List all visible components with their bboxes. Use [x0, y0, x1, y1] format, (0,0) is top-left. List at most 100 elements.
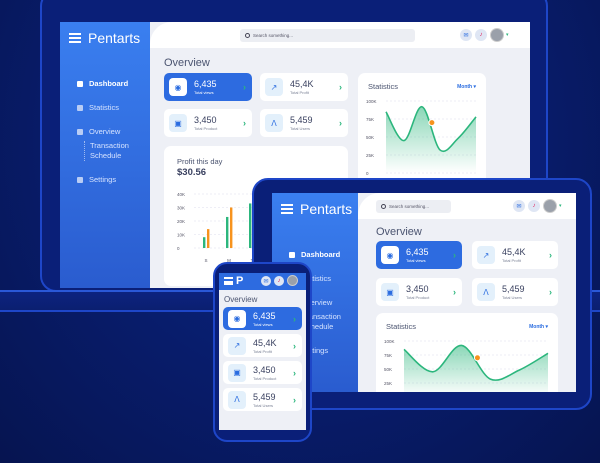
bell-icon[interactable]: ♪: [528, 200, 540, 212]
tablet-screen: Pentarts Dashboard Statistics Overview Setti…: [272, 193, 576, 392]
stat-card-total-users[interactable]: ⴷ 5,459 Total Users ›: [472, 278, 558, 306]
chevron-right-icon: ›: [293, 394, 296, 405]
stat-card-total-profit[interactable]: ↗ 45,4K Total Profit ›: [260, 73, 348, 101]
stat-label: Total Profit: [290, 90, 309, 95]
nav-label: Statistics: [89, 103, 120, 112]
sidebar-item-schedule[interactable]: Schedule: [90, 151, 122, 160]
stat-value: 6,435: [406, 247, 429, 257]
brand: Pentarts: [281, 201, 352, 217]
menu-icon[interactable]: [69, 33, 81, 43]
statistics-title: Statistics: [368, 82, 399, 91]
chevron-right-icon: ›: [243, 82, 246, 92]
avatar[interactable]: [490, 28, 504, 42]
brand: Pentarts: [69, 30, 140, 46]
stat-value: 45,4K: [290, 79, 314, 89]
statistics-title: Statistics: [386, 322, 417, 331]
sidebar-item-settings[interactable]: Settings: [77, 175, 116, 184]
search-icon: [381, 204, 386, 209]
y-tick-label: 40K: [177, 192, 185, 197]
stat-value: 5,459: [502, 284, 525, 294]
sidebar: Pentarts Dashboard Statistics Overview Setti…: [60, 22, 150, 288]
stat-card-total-product[interactable]: ▣ 3,450 Total Product ›: [223, 361, 302, 384]
stat-value: 3,450: [253, 364, 276, 375]
menu-icon[interactable]: [281, 204, 293, 214]
nav-label: Settings: [301, 346, 329, 355]
chevron-right-icon: ›: [293, 367, 296, 378]
chevron-right-icon: ›: [549, 250, 552, 260]
stat-label: Total Profit: [253, 348, 272, 354]
chat-icon[interactable]: ✉: [261, 276, 271, 286]
sidebar-item-schedule[interactable]: Schedule: [302, 322, 334, 331]
highlight-point: [473, 354, 481, 362]
search-input[interactable]: Search something...: [240, 29, 415, 42]
stat-label: Total Users: [290, 126, 311, 131]
stat-card-total-views[interactable]: ◉ 6,435 Total views ›: [376, 241, 462, 269]
stat-card-total-users[interactable]: ⴷ 5,459 Total Users ›: [223, 388, 302, 411]
stat-card-total-users[interactable]: ⴷ 5,459 Total Users ›: [260, 109, 348, 137]
period-dropdown[interactable]: Month ▾: [457, 84, 476, 90]
sidebar-item-dashboard[interactable]: Dashboard: [289, 250, 340, 259]
bell-icon[interactable]: ♪: [274, 276, 284, 286]
pie-chart-icon: [77, 104, 83, 111]
stat-label: Total Users: [502, 295, 523, 300]
avatar[interactable]: [287, 275, 298, 286]
stat-value: 5,459: [290, 115, 313, 125]
bell-icon[interactable]: ♪: [475, 29, 487, 41]
chevron-right-icon: ›: [453, 250, 456, 260]
stat-value: 6,435: [194, 79, 217, 89]
chevron-down-icon[interactable]: ▾: [506, 32, 509, 38]
grid-icon: [77, 80, 83, 87]
stat-card-total-profit[interactable]: ↗ 45,4K Total Profit ›: [223, 334, 302, 357]
grid-icon: [289, 251, 295, 258]
y-tick-label: 10K: [177, 233, 185, 238]
phone-header: P ✉ ♪: [219, 273, 306, 290]
stat-card-total-views[interactable]: ◉ 6,435 Total views ›: [223, 307, 302, 330]
stat-value: 3,450: [406, 284, 429, 294]
avatar[interactable]: [543, 199, 557, 213]
chevron-down-icon[interactable]: ▾: [559, 203, 562, 209]
sidebar-item-transaction[interactable]: Transaction: [302, 312, 341, 321]
y-tick-label: 50K: [366, 135, 374, 140]
gear-icon: [77, 176, 83, 183]
page-title: Overview: [376, 226, 422, 238]
chevron-right-icon: ›: [243, 118, 246, 128]
y-tick-label: 30K: [177, 206, 185, 211]
stat-value: 6,435: [253, 310, 276, 321]
bar-S-0: [203, 237, 206, 248]
search-input[interactable]: Search something...: [376, 200, 451, 213]
profit-value: $30.56: [177, 167, 207, 178]
chevron-right-icon: ›: [293, 313, 296, 324]
x-tick-label: M: [227, 258, 231, 263]
search-icon: [245, 33, 250, 38]
sidebar-item-statistics[interactable]: Statistics: [77, 103, 119, 112]
y-tick-label: 100K: [384, 339, 395, 344]
period-dropdown[interactable]: Month ▾: [529, 324, 548, 330]
stat-value: 45,4K: [502, 247, 526, 257]
stat-card-total-views[interactable]: ◉ 6,435 Total views ›: [164, 73, 252, 101]
chat-icon[interactable]: ✉: [513, 200, 525, 212]
top-header: Search something... ✉ ♪ ▾: [358, 193, 576, 219]
page-title: Overview: [164, 57, 210, 69]
phone-screen: P ✉ ♪ Overview ◉ 6,435 Total views › ↗ 4…: [219, 273, 306, 430]
y-tick-label: 0: [366, 171, 369, 176]
x-tick-label: S: [204, 258, 207, 263]
y-tick-label: 75K: [366, 117, 374, 122]
sidebar-item-transaction[interactable]: Transaction: [90, 141, 129, 150]
stat-value: 5,459: [253, 391, 276, 402]
stat-card-total-profit[interactable]: ↗ 45,4K Total Profit ›: [472, 241, 558, 269]
menu-icon[interactable]: [224, 277, 233, 285]
image-icon: [77, 128, 83, 135]
stat-card-total-product[interactable]: ▣ 3,450 Total Product ›: [376, 278, 462, 306]
stat-label: Total Product: [406, 295, 430, 300]
stat-card-total-product[interactable]: ▣ 3,450 Total Product ›: [164, 109, 252, 137]
sidebar-item-overview[interactable]: Overview: [77, 127, 120, 136]
highlight-point: [428, 119, 436, 127]
chat-icon[interactable]: ✉: [460, 29, 472, 41]
eye-icon: ◉: [381, 246, 399, 264]
main-content: Search something... ✉ ♪ ▾ Overview ◉ 6,4…: [358, 193, 576, 392]
brand-name: Pentarts: [300, 201, 353, 217]
sidebar-item-dashboard[interactable]: Dashboard: [77, 79, 128, 88]
